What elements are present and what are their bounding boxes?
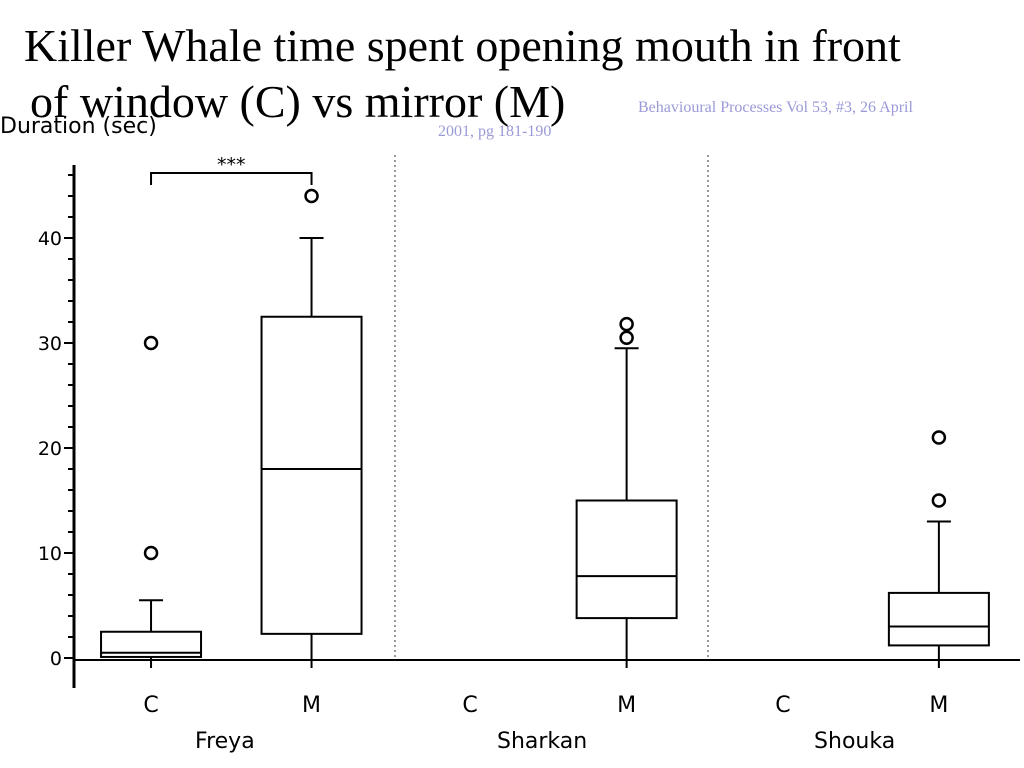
y-tick-label: 30 [38, 333, 62, 355]
y-tick-label: 0 [50, 648, 62, 670]
outlier-point [931, 430, 947, 445]
outlier-point [619, 330, 634, 345]
group-label: Shouka [814, 729, 895, 754]
category-label: C [143, 693, 158, 718]
category-label: M [617, 693, 636, 718]
box [575, 499, 678, 620]
group-label: Sharkan [497, 729, 587, 754]
category-label: M [929, 693, 948, 718]
y-tick-label: 10 [38, 543, 62, 565]
category-label: C [775, 693, 790, 718]
title-line-1: Killer Whale time spent opening mouth in… [24, 20, 901, 71]
outlier-point [143, 335, 159, 351]
y-tick-label: 40 [38, 228, 62, 250]
significance-bracket [150, 172, 313, 185]
significance-label: *** [217, 154, 246, 176]
citation-line-2[interactable]: 2001, pg 181-190 [438, 123, 552, 140]
box [887, 591, 990, 647]
outlier-point [619, 316, 634, 332]
category-label: M [302, 693, 321, 718]
outlier-point [143, 545, 159, 561]
citation-line-1[interactable]: Behavioural Processes Vol 53, #3, 26 Apr… [638, 99, 913, 116]
group-label: Freya [195, 729, 255, 754]
outlier-point [304, 188, 319, 204]
box [260, 315, 363, 635]
y-tick-label: 20 [38, 438, 62, 460]
title-line-2: of window (C) vs mirror (M) [30, 76, 566, 127]
category-label: C [462, 693, 477, 718]
y-axis-label: Duration (sec) [0, 114, 157, 139]
outlier-point [931, 493, 947, 508]
